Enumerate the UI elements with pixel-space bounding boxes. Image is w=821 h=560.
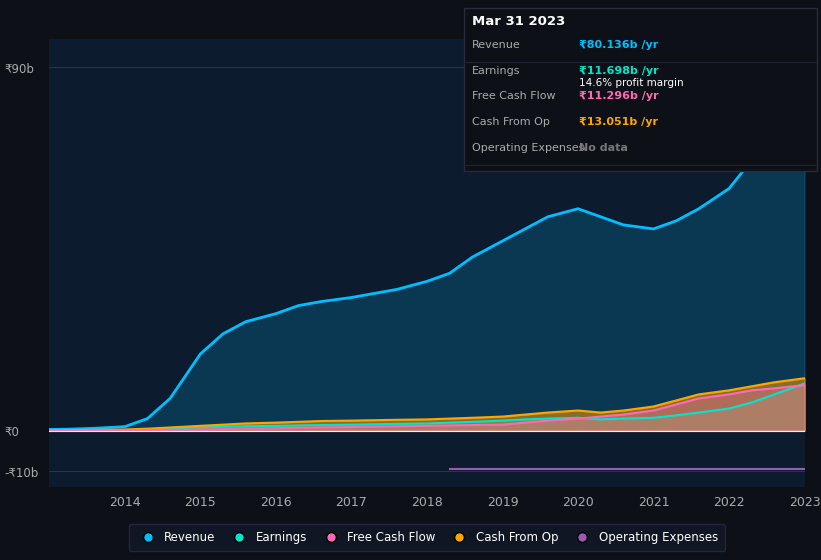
Text: Mar 31 2023: Mar 31 2023 bbox=[472, 15, 566, 28]
Text: Operating Expenses: Operating Expenses bbox=[472, 143, 585, 153]
Text: No data: No data bbox=[579, 143, 628, 153]
Text: ₹90b: ₹90b bbox=[4, 63, 34, 76]
Text: ₹80.136b /yr: ₹80.136b /yr bbox=[579, 40, 658, 50]
Text: ₹13.051b /yr: ₹13.051b /yr bbox=[579, 117, 658, 127]
Text: -₹10b: -₹10b bbox=[4, 466, 39, 480]
Legend: Revenue, Earnings, Free Cash Flow, Cash From Op, Operating Expenses: Revenue, Earnings, Free Cash Flow, Cash … bbox=[129, 524, 725, 550]
Text: Cash From Op: Cash From Op bbox=[472, 117, 550, 127]
Text: ₹0: ₹0 bbox=[4, 426, 19, 439]
Text: ₹11.698b /yr: ₹11.698b /yr bbox=[579, 66, 658, 76]
Text: Revenue: Revenue bbox=[472, 40, 521, 50]
Text: ₹11.296b /yr: ₹11.296b /yr bbox=[579, 91, 658, 101]
Text: 14.6% profit margin: 14.6% profit margin bbox=[579, 78, 683, 88]
Text: Free Cash Flow: Free Cash Flow bbox=[472, 91, 556, 101]
Text: Earnings: Earnings bbox=[472, 66, 521, 76]
